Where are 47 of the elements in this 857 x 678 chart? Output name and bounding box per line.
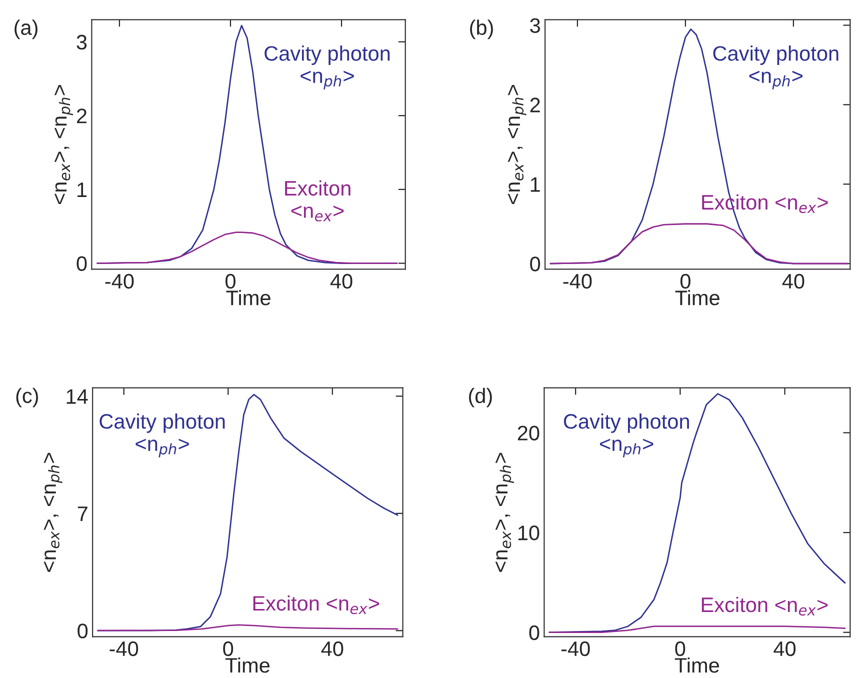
y-tick-label: 2 bbox=[530, 98, 540, 112]
series-label: Cavity photon <n$_{ph}$> bbox=[713, 46, 838, 90]
x-axis-title: Time bbox=[674, 657, 719, 673]
x-tick-label: -40 bbox=[561, 641, 590, 656]
y-tick-label: 1 bbox=[530, 177, 540, 192]
x-tick-label: -40 bbox=[563, 274, 592, 289]
y-tick-label: 1 bbox=[78, 182, 87, 197]
chart-title: (d) bbox=[469, 388, 492, 408]
y-tick-label: 0 bbox=[76, 256, 87, 272]
x-tick-label: 0 bbox=[223, 641, 234, 656]
y-tick-label: 3 bbox=[76, 34, 87, 50]
y-tick-label: 2 bbox=[76, 108, 86, 124]
line-series bbox=[96, 232, 398, 264]
series-label: Cavity photon <n$_{ph}$> bbox=[564, 413, 689, 458]
y-tick-label: 20 bbox=[518, 426, 540, 440]
x-tick-label: -40 bbox=[105, 274, 134, 289]
y-tick-label: 7 bbox=[78, 506, 88, 521]
x-tick-label: 40 bbox=[774, 641, 796, 656]
y-tick-label: 0 bbox=[530, 256, 540, 272]
y-tick-label: 0 bbox=[529, 625, 540, 640]
x-axis-title: Time bbox=[225, 657, 270, 673]
y-tick-label: 3 bbox=[530, 18, 540, 33]
x-tick-label: 0 bbox=[680, 274, 690, 289]
x-tick-label: 0 bbox=[675, 641, 686, 656]
y-axis-title: <n$_{ex}$>, <n$_{ph}$> bbox=[44, 452, 62, 572]
series-label: Cavity photon <n$_{ph}$> bbox=[264, 46, 390, 90]
line-series bbox=[550, 223, 848, 264]
chart-title: (a) bbox=[14, 20, 38, 40]
x-axis-title: Time bbox=[675, 290, 720, 306]
y-tick-label: 0 bbox=[78, 624, 88, 638]
y-tick-label: 14 bbox=[66, 389, 88, 404]
series-label: Exciton <n$_{ex}$> bbox=[285, 180, 350, 222]
x-tick-label: 40 bbox=[782, 274, 804, 289]
y-axis-title: <n$_{ex}$>, <n$_{ph}$> bbox=[54, 85, 74, 204]
series-label: Exciton <n$_{ex}$> bbox=[253, 595, 380, 614]
chart-title: (b) bbox=[470, 20, 493, 40]
chart-title: (c) bbox=[16, 388, 38, 408]
series-label: Exciton <n$_{ex}$> bbox=[702, 596, 828, 616]
x-tick-label: 40 bbox=[330, 274, 352, 289]
x-tick-label: -40 bbox=[110, 641, 138, 656]
x-tick-label: 0 bbox=[226, 274, 236, 289]
y-axis-title: <n$_{ex}$>, <n$_{ph}$> bbox=[508, 85, 526, 204]
y-tick-label: 10 bbox=[518, 526, 540, 540]
x-axis-title: Time bbox=[226, 290, 270, 306]
x-tick-label: 40 bbox=[321, 641, 344, 656]
series-label: Cavity photon <n$_{ph}$> bbox=[100, 413, 225, 458]
y-axis-title: <n$_{ex}$>, <n$_{ph}$> bbox=[495, 452, 514, 572]
